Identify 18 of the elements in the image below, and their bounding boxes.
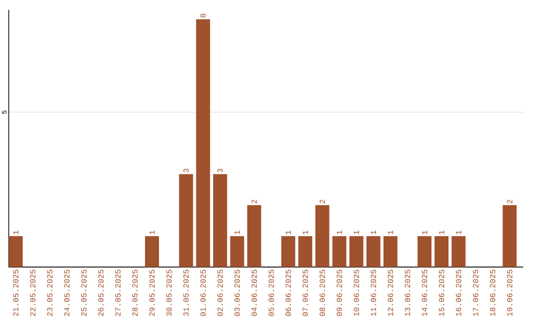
bar (247, 204, 262, 267)
bar (434, 236, 449, 267)
bar (179, 174, 194, 267)
bar (281, 236, 296, 267)
bar (8, 236, 23, 267)
bar (332, 236, 346, 267)
bar (502, 204, 517, 267)
bar (349, 236, 364, 267)
bar (213, 174, 228, 267)
bar (196, 19, 210, 267)
bar (452, 236, 466, 267)
bar (366, 236, 380, 267)
bar (383, 236, 398, 267)
bar (230, 236, 244, 267)
bar (145, 236, 159, 267)
bar (418, 236, 432, 267)
bar (298, 236, 312, 267)
bar (315, 204, 330, 267)
